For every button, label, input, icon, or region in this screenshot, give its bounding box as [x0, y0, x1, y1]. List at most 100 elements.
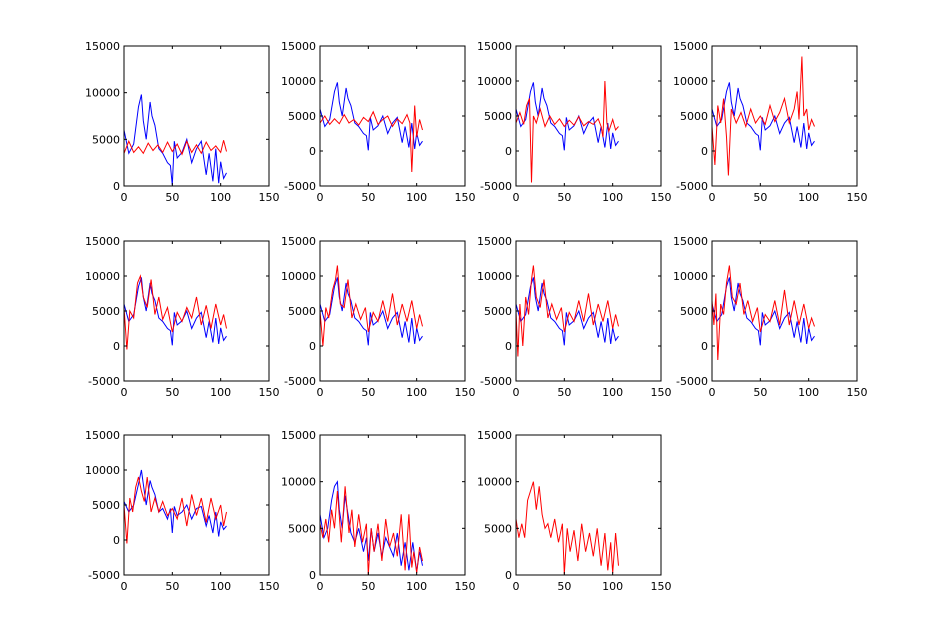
y-tick-label: 10000 [477, 75, 512, 88]
x-tick-label: 100 [602, 580, 623, 593]
y-tick-label: 15000 [477, 235, 512, 248]
y-tick-label: 15000 [673, 40, 708, 53]
y-tick-label: 0 [113, 534, 120, 547]
y-tick-label: 15000 [477, 429, 512, 442]
subplot-10: 0 50 100 150 0 5000 10000 15000 [281, 429, 476, 593]
subplot-1: 0 50 100 150 0 5000 10000 15000 [85, 40, 280, 204]
y-tick-label: 5000 [680, 305, 708, 318]
y-tick-label: 10000 [85, 464, 120, 477]
y-tick-label: -5000 [284, 375, 316, 388]
x-tick-label: 0 [709, 386, 716, 399]
y-tick-label: 0 [113, 340, 120, 353]
x-tick-label: 50 [165, 580, 179, 593]
x-tick-label: 100 [602, 191, 623, 204]
y-tick-label: 0 [505, 145, 512, 158]
x-tick-label: 50 [361, 580, 375, 593]
y-tick-label: 0 [309, 340, 316, 353]
x-tick-label: 50 [557, 580, 571, 593]
y-tick-label: 5000 [92, 499, 120, 512]
plot-area [516, 46, 661, 186]
y-tick-label: 10000 [85, 87, 120, 100]
y-tick-label: 5000 [484, 305, 512, 318]
y-tick-label: 0 [113, 180, 120, 193]
y-tick-label: -5000 [480, 180, 512, 193]
plot-area [124, 241, 269, 381]
x-tick-label: 50 [753, 191, 767, 204]
y-tick-label: 10000 [281, 75, 316, 88]
plot-area [320, 241, 465, 381]
x-tick-label: 50 [753, 386, 767, 399]
x-tick-label: 0 [121, 191, 128, 204]
x-tick-label: 100 [406, 580, 427, 593]
y-tick-label: 0 [309, 145, 316, 158]
y-tick-label: 5000 [288, 110, 316, 123]
x-tick-label: 150 [651, 191, 672, 204]
series-line-2 [319, 105, 423, 173]
series-line-2 [711, 56, 815, 176]
x-tick-label: 50 [361, 386, 375, 399]
y-tick-label: 5000 [680, 110, 708, 123]
x-tick-label: 100 [798, 191, 819, 204]
axes-box [319, 434, 466, 576]
x-tick-label: 50 [361, 191, 375, 204]
x-tick-label: 150 [847, 191, 868, 204]
plot-area [712, 241, 857, 381]
x-tick-label: 150 [259, 386, 280, 399]
series-line-1 [123, 94, 227, 186]
series-line-2 [319, 265, 423, 347]
series-line-1 [711, 82, 815, 151]
y-tick-label: -5000 [88, 569, 120, 582]
y-tick-label: 5000 [92, 133, 120, 146]
x-tick-label: 0 [709, 191, 716, 204]
y-tick-label: 15000 [85, 235, 120, 248]
series-line-2 [711, 265, 815, 361]
x-tick-label: 0 [317, 386, 324, 399]
x-tick-label: 0 [513, 191, 520, 204]
x-tick-label: 150 [651, 580, 672, 593]
axes-box [123, 45, 270, 187]
series-line-2 [515, 80, 619, 183]
y-tick-label: 0 [505, 569, 512, 582]
x-tick-label: 0 [121, 580, 128, 593]
x-tick-label: 100 [602, 386, 623, 399]
x-tick-label: 100 [406, 386, 427, 399]
plot-area [712, 46, 857, 186]
x-tick-label: 0 [317, 580, 324, 593]
x-tick-label: 50 [557, 386, 571, 399]
x-tick-label: 100 [798, 386, 819, 399]
x-tick-label: 50 [165, 191, 179, 204]
y-tick-label: 15000 [673, 235, 708, 248]
x-tick-label: 100 [210, 191, 231, 204]
plot-area [320, 46, 465, 186]
series-line-2 [319, 486, 423, 576]
y-tick-label: 10000 [281, 476, 316, 489]
y-tick-label: 15000 [477, 40, 512, 53]
x-tick-label: 150 [847, 386, 868, 399]
y-tick-label: 10000 [85, 270, 120, 283]
y-tick-label: 5000 [288, 305, 316, 318]
y-tick-label: -5000 [676, 375, 708, 388]
x-tick-label: 100 [210, 580, 231, 593]
x-tick-label: 0 [513, 580, 520, 593]
series-line-2 [123, 476, 227, 544]
y-tick-label: 0 [701, 340, 708, 353]
series-line-2 [123, 139, 227, 156]
x-tick-label: 150 [455, 580, 476, 593]
x-tick-label: 150 [651, 386, 672, 399]
plot-area [516, 435, 661, 575]
x-tick-label: 0 [513, 386, 520, 399]
x-tick-label: 150 [259, 191, 280, 204]
y-tick-label: 10000 [477, 476, 512, 489]
x-tick-label: 100 [406, 191, 427, 204]
x-tick-label: 50 [165, 386, 179, 399]
y-tick-label: -5000 [88, 375, 120, 388]
series-line-1 [515, 82, 619, 151]
subplot-11: 0 50 100 150 0 5000 10000 15000 [477, 429, 672, 593]
